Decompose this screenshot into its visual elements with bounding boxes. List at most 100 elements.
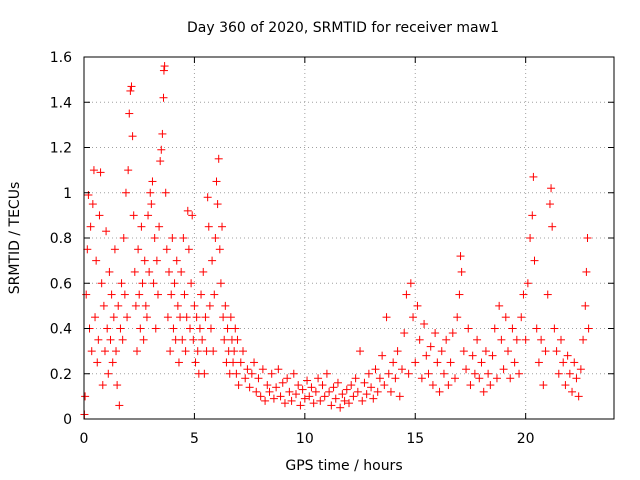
data-point — [481, 347, 490, 356]
data-point — [182, 313, 191, 322]
data-point — [395, 392, 404, 401]
data-point — [148, 177, 157, 186]
data-point — [336, 403, 345, 412]
data-point — [99, 301, 108, 310]
data-point — [179, 234, 188, 242]
data-point — [404, 369, 413, 378]
data-point — [96, 168, 105, 177]
data-point — [213, 200, 222, 209]
data-point — [373, 387, 382, 396]
data-point — [166, 347, 175, 356]
data-point — [294, 381, 303, 390]
axis-ticks — [83, 56, 614, 420]
data-point — [109, 313, 118, 322]
data-point — [212, 177, 221, 186]
data-point — [459, 347, 468, 356]
data-point — [444, 381, 453, 390]
data-point — [318, 381, 327, 390]
data-point — [510, 358, 519, 367]
data-point — [411, 358, 420, 367]
data-point — [206, 324, 215, 333]
y-tick-label: 0.8 — [50, 231, 72, 247]
data-point — [582, 267, 591, 276]
data-point — [256, 392, 265, 401]
data-point — [581, 301, 590, 310]
data-point — [504, 347, 512, 356]
data-point — [177, 267, 186, 276]
data-point — [484, 369, 493, 378]
data-point — [272, 383, 281, 392]
data-point — [184, 245, 193, 254]
data-point — [210, 290, 219, 299]
data-point — [161, 188, 170, 197]
data-point — [192, 313, 201, 322]
data-point — [152, 256, 161, 265]
data-point — [145, 267, 154, 276]
data-point — [545, 200, 554, 209]
data-point — [583, 234, 592, 242]
data-point — [528, 211, 537, 220]
data-point — [92, 256, 101, 265]
data-point — [468, 351, 477, 360]
data-point — [156, 157, 165, 166]
x-tick-label: 15 — [406, 431, 424, 447]
data-point — [420, 319, 429, 328]
data-point — [380, 381, 389, 390]
data-point — [541, 347, 550, 356]
data-point — [165, 267, 174, 276]
data-point — [402, 290, 411, 299]
data-point — [490, 324, 499, 333]
data-point — [550, 324, 559, 333]
data-point — [191, 358, 200, 367]
data-point — [574, 392, 583, 401]
data-point — [451, 374, 459, 383]
data-point — [584, 324, 593, 333]
data-point — [382, 313, 391, 322]
data-point — [147, 200, 156, 209]
data-point — [220, 335, 229, 344]
data-point — [329, 383, 338, 392]
data-point — [325, 387, 334, 396]
data-point — [393, 347, 402, 356]
data-point — [189, 335, 198, 344]
data-point — [113, 381, 122, 390]
data-point — [197, 290, 206, 299]
data-point — [464, 324, 473, 333]
data-point — [473, 335, 482, 344]
data-point — [209, 347, 218, 356]
data-point — [353, 387, 362, 396]
data-point — [386, 387, 395, 396]
data-point — [151, 324, 160, 333]
data-point — [208, 256, 217, 265]
data-point — [103, 324, 112, 333]
x-axis-label: GPS time / hours — [285, 458, 402, 474]
data-point — [102, 227, 111, 236]
data-point — [389, 358, 398, 367]
data-point — [87, 347, 96, 356]
data-point — [547, 184, 556, 193]
data-point — [93, 358, 102, 367]
data-point — [233, 335, 242, 344]
data-point — [221, 301, 230, 310]
data-point — [495, 301, 504, 310]
data-point — [526, 234, 535, 242]
data-point — [135, 290, 144, 299]
data-points — [80, 62, 593, 419]
data-point — [160, 62, 169, 71]
data-point — [144, 211, 153, 220]
data-point — [557, 335, 565, 344]
data-point — [512, 335, 521, 344]
data-point — [342, 385, 351, 394]
data-point — [89, 166, 98, 175]
data-point — [200, 369, 209, 378]
data-point — [568, 387, 577, 396]
data-point — [174, 358, 183, 367]
y-tick-label: 0 — [63, 412, 72, 428]
data-point — [413, 301, 422, 310]
data-point — [320, 392, 329, 401]
data-point — [153, 290, 162, 299]
data-point — [239, 347, 247, 356]
data-point — [140, 256, 149, 265]
data-point — [428, 381, 437, 390]
data-point — [81, 392, 90, 401]
